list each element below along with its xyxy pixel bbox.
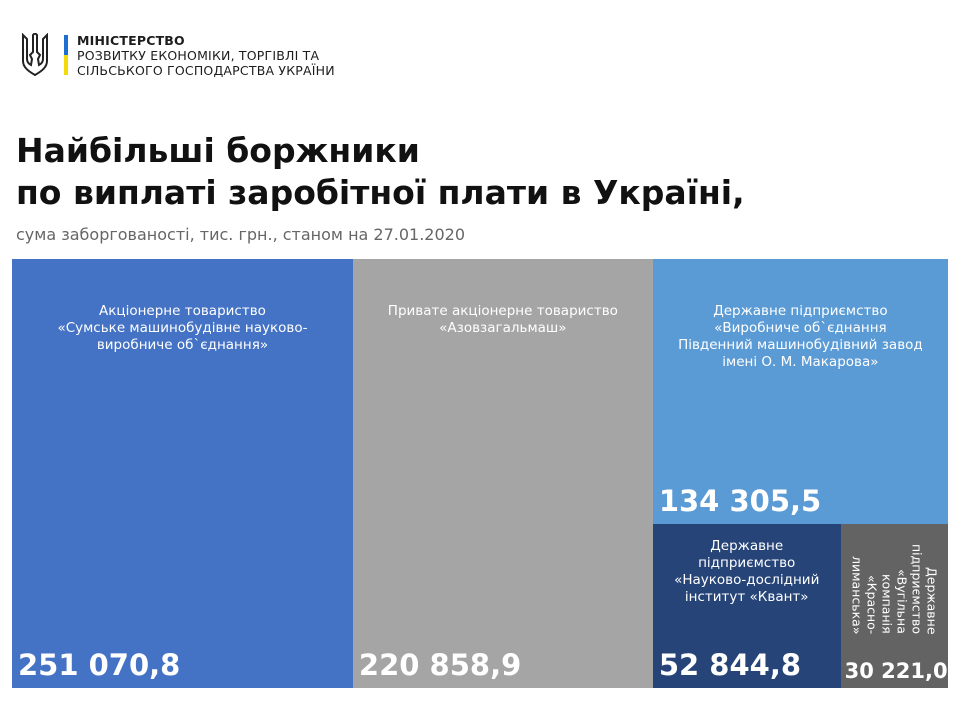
title-line-1: Найбільші боржники xyxy=(16,131,420,170)
cell-label-line: «Науково-дослідний xyxy=(674,572,820,589)
treemap-cell: Державне підприємство «Вугільна компанія «Кр… xyxy=(840,524,948,688)
cell-label-line: Державне підприємство xyxy=(713,303,888,319)
trident-logo-icon xyxy=(22,33,48,77)
cell-label-line: «Азовзагальмаш» xyxy=(439,320,567,336)
cell-value: 134 305,5 xyxy=(658,484,822,519)
ministry-line-1: МІНІСТЕРСТВО xyxy=(77,33,185,48)
cell-label-line: «Сумське машинобудівне науково- xyxy=(57,320,308,336)
cell-label-line: «Виробниче об`єднання xyxy=(714,320,887,336)
treemap-cell: Державне підприємство «Науково-дослідний ін… xyxy=(652,524,841,688)
ministry-line-2: РОЗВИТКУ ЕКОНОМІКИ, ТОРГІВЛІ ТА xyxy=(77,48,320,63)
cell-value: 220 858,9 xyxy=(358,648,522,682)
cell-label: Привате акціонерне товариство «Азовзагаль… xyxy=(353,303,653,337)
cell-label-line: імені О. М. Макарова» xyxy=(722,354,879,370)
treemap-cell: Акціонерне товариство «Сумське машинобуді… xyxy=(12,259,353,688)
cell-label: Державне підприємство «Науково-дослідний ін… xyxy=(653,538,841,606)
cell-label-line: Акціонерне товариство xyxy=(99,303,266,319)
cell-label-line: «Вугільна xyxy=(894,569,910,635)
cell-label: Акціонерне товариство «Сумське машинобуді… xyxy=(12,303,353,354)
chart-subtitle: сума заборгованості, тис. грн., станом н… xyxy=(16,225,466,244)
cell-label-line: Південний машинобудівний завод xyxy=(678,337,923,353)
cell-value: 52 844,8 xyxy=(658,647,802,682)
cell-label-line: інститут «Квант» xyxy=(684,589,809,606)
cell-label-line: підприємство xyxy=(909,544,925,635)
treemap: Акціонерне товариство «Сумське машинобуді… xyxy=(12,259,948,688)
title-line-2: по виплаті заробітної плати в Україні, xyxy=(16,173,745,212)
cell-label-line: Державне xyxy=(710,538,784,555)
cell-label: Державне підприємство «Виробниче об`єднан… xyxy=(653,303,948,371)
cell-label-line: «Красно- xyxy=(864,574,880,635)
cell-value: 251 070,8 xyxy=(18,648,181,682)
treemap-cell: Привате акціонерне товариство «Азовзагаль… xyxy=(352,259,653,688)
treemap-cell: Державне підприємство «Виробниче об`єднан… xyxy=(652,259,948,525)
cell-label-line: Державне xyxy=(924,566,940,635)
ministry-line-3: СІЛЬСЬКОГО ГОСПОДАРСТВА УКРАЇНИ xyxy=(77,63,335,78)
cell-value: 30 221,0 xyxy=(844,658,948,683)
cell-label: Державне підприємство «Вугільна компанія «Кр… xyxy=(849,544,939,634)
chart-title: Найбільші боржники по виплаті заробітної… xyxy=(16,130,745,214)
cell-label-line: виробниче об`єднання» xyxy=(96,337,269,353)
cell-label-line: підприємство xyxy=(698,555,796,572)
cell-label-line: лиманська» xyxy=(849,555,865,635)
cell-label-line: компанія xyxy=(879,574,895,635)
cell-label-line: Привате акціонерне товариство xyxy=(387,303,618,319)
ukraine-flag-bar xyxy=(64,35,68,75)
ministry-name: МІНІСТЕРСТВО РОЗВИТКУ ЕКОНОМІКИ, ТОРГІВЛ… xyxy=(77,33,335,78)
